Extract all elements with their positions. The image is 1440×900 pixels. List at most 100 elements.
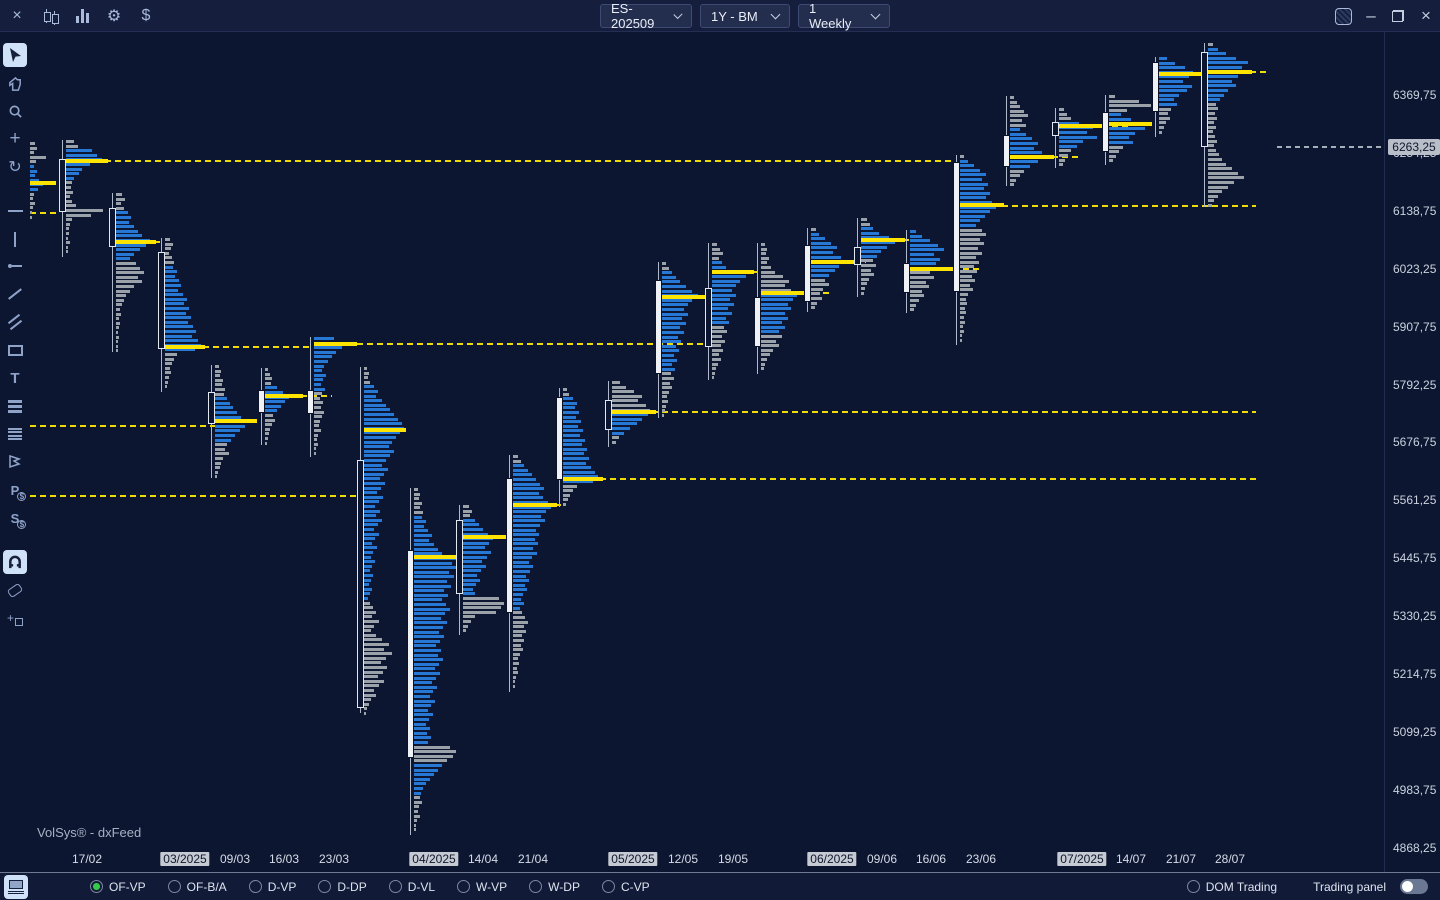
low-volume-bar (960, 270, 977, 273)
volume-bar (761, 298, 793, 302)
range-select[interactable]: 1Y - BM (700, 4, 790, 28)
low-volume-bar (960, 247, 978, 250)
profit-order-tool[interactable]: P $ (3, 478, 27, 502)
low-volume-bar (811, 278, 825, 282)
low-volume-bar (910, 289, 922, 293)
volume-bar (116, 220, 129, 224)
mode-radio-wdp[interactable]: W-DP (529, 880, 580, 894)
mode-radio-ddp[interactable]: D-DP (318, 880, 367, 894)
horizontal-line-tool[interactable] (3, 199, 27, 223)
price-axis[interactable]: 6369,756254,256138,756023,255907,755792,… (1384, 32, 1440, 872)
text-tool[interactable]: T (3, 366, 27, 390)
close-panel-icon[interactable]: × (12, 7, 22, 24)
eraser-tool[interactable] (3, 578, 27, 602)
low-volume-bar (861, 222, 870, 226)
volume-bar (861, 245, 887, 249)
low-volume-bar (861, 282, 867, 286)
add-shape-tool[interactable]: + (3, 606, 27, 630)
profile-lines-tool[interactable] (3, 394, 27, 418)
mode-radio-wvp[interactable]: W-VP (457, 880, 507, 894)
low-volume-bar (116, 303, 122, 307)
volume-bar (66, 163, 90, 166)
volume-bar (513, 505, 551, 509)
close-button[interactable]: × (1421, 6, 1431, 25)
low-volume-bar (116, 331, 118, 334)
chart-canvas[interactable]: VolSys® - dxFeed (30, 32, 1384, 848)
instrument-select[interactable]: ES-202509 (600, 1, 692, 31)
low-volume-bar (414, 501, 422, 505)
low-volume-bar (364, 666, 387, 669)
time-axis[interactable]: 17/02 03/2025 09/03 16/03 23/03 04/2025 14/04 2… (30, 848, 1384, 872)
volume-bar (215, 434, 235, 437)
vertical-line-tool[interactable] (3, 227, 27, 251)
dollar-icon[interactable]: $ (141, 7, 151, 24)
select-cursor-tool[interactable] (3, 43, 27, 67)
rectangle-tool[interactable] (3, 338, 27, 362)
marker-tool[interactable] (3, 450, 27, 474)
volume-bar (513, 482, 540, 486)
grid-layout-button[interactable] (1329, 0, 1357, 32)
low-volume-bar (563, 498, 568, 502)
volume-bar (414, 787, 423, 790)
stop-order-tool[interactable]: S $ (3, 506, 27, 530)
low-volume-bar (612, 404, 646, 407)
timeframe-select[interactable]: 1 Weekly (798, 1, 890, 31)
restore-button[interactable] (1384, 0, 1412, 32)
mode-radio-dvl[interactable]: D-VL (388, 880, 435, 894)
dom-trading-radio[interactable]: DOM Trading (1186, 880, 1277, 894)
mode-radio-dvp[interactable]: D-VP (248, 880, 296, 894)
time-tick-label: 16/06 (915, 852, 947, 866)
low-volume-bar (612, 385, 626, 389)
volume-bar (662, 271, 672, 275)
volume-bar (513, 487, 544, 491)
trading-panel-toggle[interactable] (1400, 879, 1428, 894)
dense-lines-tool[interactable] (3, 422, 27, 446)
low-volume-bar (761, 335, 782, 338)
volume-bar (215, 411, 237, 414)
low-volume-bar (30, 206, 33, 210)
mode-label: W-VP (476, 879, 508, 894)
low-volume-bar (116, 271, 144, 275)
low-volume-bar (414, 754, 453, 758)
column-chart-icon[interactable] (68, 0, 96, 32)
low-volume-bar (761, 362, 765, 366)
volume-bar (662, 275, 676, 279)
minimize-button[interactable]: – (1366, 6, 1376, 25)
poc-bar (811, 260, 857, 264)
volume-bar (761, 321, 782, 325)
low-volume-bar (1208, 135, 1215, 138)
settings-gear-icon[interactable]: ⚙ (106, 8, 122, 25)
low-volume-bar (1208, 199, 1214, 203)
chevron-down-icon (770, 9, 781, 20)
low-volume-bar (364, 661, 381, 665)
candlestick-chart-icon[interactable] (36, 0, 64, 32)
volume-bar (364, 436, 396, 439)
volume-bar (1208, 66, 1242, 69)
volume-bar (960, 214, 985, 218)
crosshair-tool[interactable]: + (3, 127, 27, 151)
mode-radio-cvp[interactable]: C-VP (601, 880, 650, 894)
zoom-tool[interactable] (3, 99, 27, 123)
dom-panel-button[interactable] (4, 874, 28, 899)
low-volume-bar (414, 488, 418, 491)
magnet-tool[interactable] (3, 550, 27, 574)
low-volume-bar (861, 268, 871, 272)
volume-bar (364, 394, 376, 398)
low-volume-bar (66, 140, 74, 143)
pan-hand-tool[interactable] (3, 71, 27, 95)
low-volume-bar (165, 362, 172, 366)
ray-tool[interactable] (3, 254, 27, 278)
low-volume-bar (861, 218, 867, 221)
channel-tool[interactable] (3, 310, 27, 334)
volume-bar (1010, 165, 1030, 168)
naked-poc-line (1002, 205, 1256, 207)
volume-bar (1159, 89, 1187, 93)
mode-radio-ofba[interactable]: OF-B/A (167, 880, 227, 894)
mode-radio-ofvp[interactable]: OF-VP (90, 880, 146, 894)
candle-body-up (1102, 112, 1109, 152)
low-volume-bar (364, 675, 378, 679)
rotate-tool[interactable]: ↻ (3, 155, 27, 179)
low-volume-bar (513, 455, 518, 458)
trendline-tool[interactable] (3, 282, 27, 306)
poc-bar (66, 159, 108, 163)
